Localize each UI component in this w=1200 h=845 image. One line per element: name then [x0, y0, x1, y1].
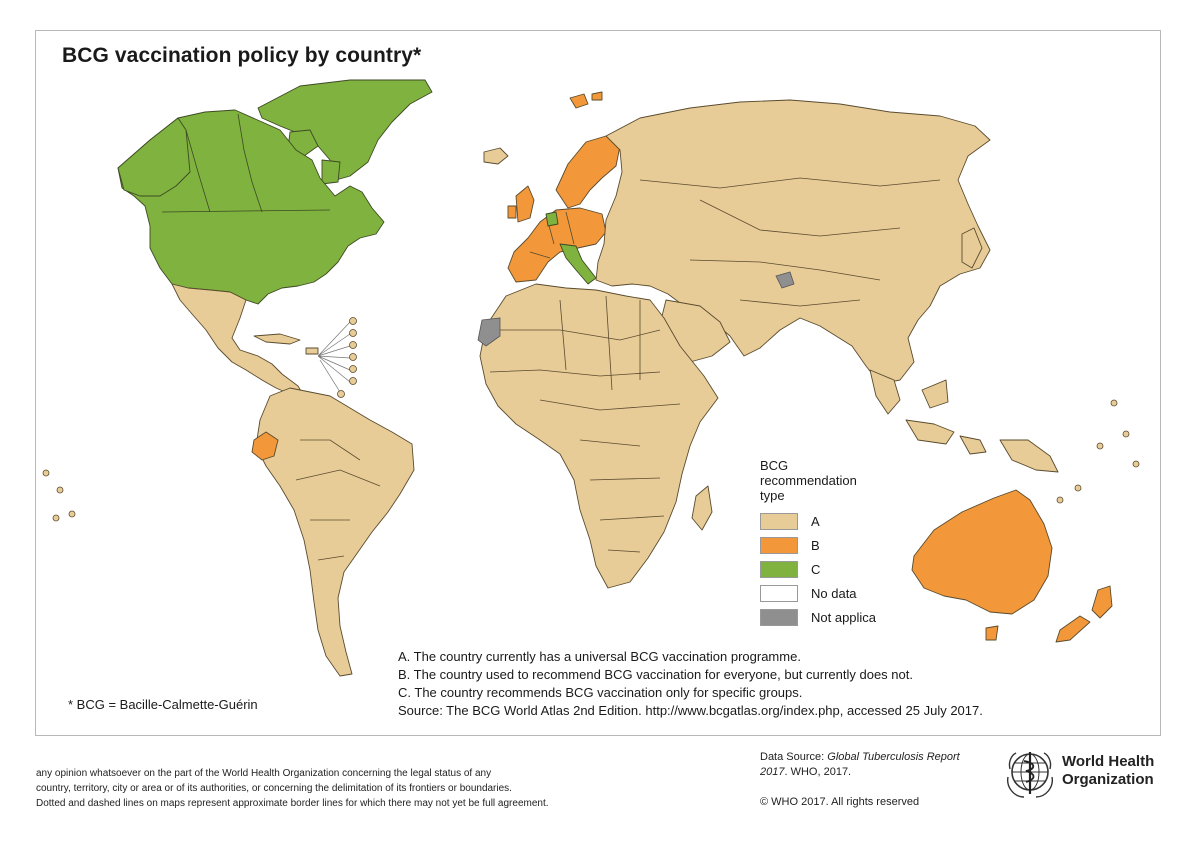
region-south-america	[255, 387, 415, 677]
data-source: Data Source: Global Tuberculosis Report …	[760, 750, 975, 780]
region-iceland	[483, 147, 509, 165]
note-c: C. The country recommends BCG vaccinatio…	[398, 685, 803, 700]
legend-swatch-c	[760, 560, 798, 578]
world-map	[42, 79, 1140, 677]
disclaimer-line: Dotted and dashed lines on maps represen…	[36, 798, 549, 809]
region-western-sahara	[477, 317, 501, 347]
legend-swatch-a	[760, 512, 798, 530]
legend-item-not-applicable: Not applica	[760, 605, 920, 629]
legend-swatch-b	[760, 536, 798, 554]
legend-label: Not applica	[811, 609, 877, 625]
region-mexico	[171, 283, 305, 397]
who-emblem-icon	[1007, 752, 1053, 798]
map-title: BCG vaccination policy by country*	[62, 44, 422, 67]
legend-swatch-no-data	[760, 584, 798, 602]
disclaimer: any opinion whatsoever on the part of th…	[36, 766, 549, 811]
legend-label: B	[811, 537, 820, 553]
note-a: A. The country currently has a universal…	[398, 649, 801, 664]
legend-swatch-not-applicable	[760, 608, 798, 626]
data-source-prefix: Data Source:	[760, 751, 828, 763]
who-name-line1: World Health	[1062, 753, 1155, 770]
legend-item-b: B	[760, 533, 920, 557]
legend-label: A	[811, 513, 820, 529]
disclaimer-line: any opinion whatsoever on the part of th…	[36, 768, 492, 779]
legend-title: BCG recommendation type	[760, 458, 857, 503]
who-organization-name: World Health Organization	[1062, 753, 1154, 789]
region-new-zealand	[1091, 585, 1113, 619]
data-source-report: Global Tuberculosis Report 2017	[760, 751, 960, 778]
legend-label: C	[811, 561, 821, 577]
definition-notes: A. The country currently has a universal…	[398, 648, 983, 720]
who-name-line2: Organization	[1062, 771, 1154, 788]
region-scandinavia	[555, 135, 621, 209]
bcg-footnote: * BCG = Bacille-Calmette-Guérin	[68, 697, 258, 712]
region-ecuador	[251, 431, 279, 461]
source-note: Source: The BCG World Atlas 2nd Edition.…	[398, 703, 983, 718]
legend-label: No data	[811, 585, 857, 601]
legend-item-a: A	[760, 509, 920, 533]
caribbean-callouts	[317, 317, 357, 398]
copyright: © WHO 2017. All rights reserved	[760, 796, 920, 808]
region-alaska	[117, 117, 191, 197]
region-africa	[479, 283, 719, 589]
legend: BCG recommendation type A B C No data No…	[760, 458, 920, 629]
region-italy	[559, 243, 597, 285]
disclaimer-line: country, territory, city or area or of i…	[36, 783, 512, 794]
legend-item-no-data: No data	[760, 581, 920, 605]
data-source-suffix: . WHO, 2017.	[784, 766, 852, 778]
region-western-europe	[507, 207, 607, 283]
region-australia	[911, 489, 1053, 615]
note-b: B. The country used to recommend BCG vac…	[398, 667, 913, 682]
legend-item-c: C	[760, 557, 920, 581]
region-svalbard	[569, 93, 589, 109]
